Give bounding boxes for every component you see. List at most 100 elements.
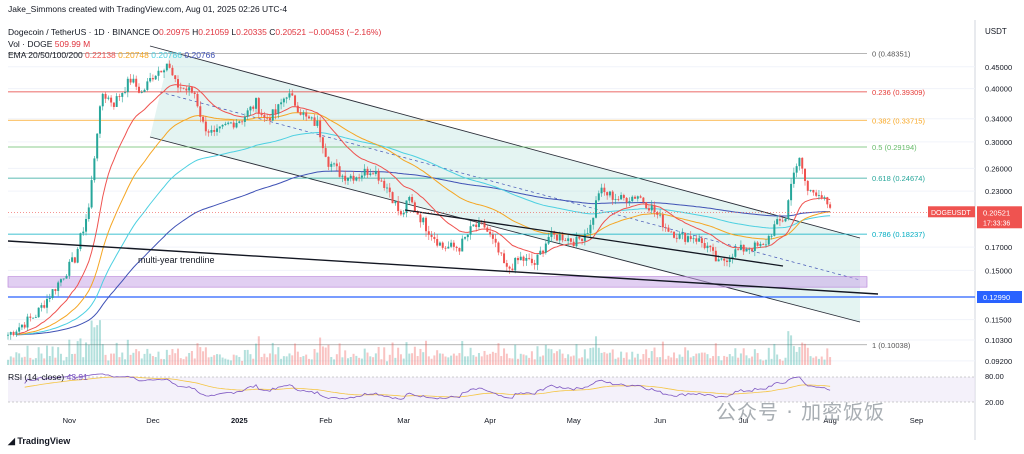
volume-bar <box>661 341 664 365</box>
volume-bar <box>12 357 15 365</box>
candle-body <box>213 130 216 132</box>
ema-line: EMA 20/50/100/200 0.22138 0.20748 0.2078… <box>8 50 215 60</box>
volume-bar <box>804 343 807 365</box>
candle-body <box>366 168 369 175</box>
volume-bar <box>617 357 620 365</box>
candle-body <box>759 243 762 246</box>
candle-body <box>221 124 224 127</box>
candle-body <box>190 87 193 93</box>
candle-body <box>260 113 263 116</box>
candle-body <box>550 231 553 237</box>
candle-body <box>310 117 313 119</box>
volume-bar <box>801 342 804 365</box>
price-tick-label: 0.10300 <box>985 336 1012 345</box>
rsi-line: RSI (14, close) 43.91 <box>8 372 88 382</box>
candle-body <box>90 180 93 208</box>
candle-body <box>82 231 85 234</box>
volume-bar <box>717 356 720 365</box>
candle-body <box>296 105 299 113</box>
candle-body <box>302 112 305 115</box>
candle-body <box>135 78 138 87</box>
volume-bar <box>450 355 453 365</box>
candle-body <box>664 227 667 229</box>
price-axis: 0.45000 0.40000 0.34000 0.30000 0.26000 0.230… <box>8 63 1022 366</box>
volume-bar <box>151 356 154 365</box>
candle-body <box>413 202 416 212</box>
candle-body <box>781 220 784 222</box>
candle-body <box>196 93 199 107</box>
ema20-line <box>16 84 831 335</box>
candle-body <box>491 234 494 239</box>
volume-bar <box>352 353 355 365</box>
ohlc-open: 0.20975 <box>159 27 190 37</box>
volume-bar <box>436 350 439 365</box>
volume-bar <box>764 359 767 365</box>
price-tick-label: 0.17000 <box>985 243 1012 252</box>
volume-bar <box>335 354 338 365</box>
candle-body <box>725 260 728 262</box>
volume-bar <box>285 356 288 365</box>
candle-body <box>661 214 664 228</box>
volume-bar <box>363 348 366 365</box>
candle-body <box>243 116 246 122</box>
volume-bar <box>762 360 765 365</box>
candle-body <box>274 109 277 114</box>
candle-body <box>18 327 21 332</box>
volume-bar <box>739 353 742 365</box>
volume-bar <box>101 344 104 365</box>
volume-bar <box>135 349 138 365</box>
volume-bar <box>87 344 90 365</box>
volume-bar <box>90 320 93 365</box>
volume-bar <box>539 356 542 365</box>
volume-bar <box>288 353 291 365</box>
volume-bar <box>586 358 589 365</box>
ema50-value: 0.20748 <box>118 50 149 60</box>
volume-bar <box>176 348 179 365</box>
volume-bar <box>257 336 260 365</box>
candle-body <box>767 235 770 245</box>
volume-bar <box>458 353 461 365</box>
volume-bar <box>569 356 572 365</box>
candle-body <box>511 268 514 271</box>
candle-body <box>608 191 611 196</box>
volume-bar <box>57 347 60 365</box>
symbol-tag <box>928 206 975 218</box>
candle-body <box>185 88 188 91</box>
volume-bar <box>631 351 634 365</box>
volume-bar <box>555 351 558 365</box>
candle-body <box>79 233 82 249</box>
volume-bar <box>360 358 363 365</box>
volume-bar <box>143 353 146 365</box>
ohlc-close-label: C <box>269 27 276 37</box>
volume-bar <box>85 342 88 365</box>
volume-bar <box>628 359 631 365</box>
volume-bar <box>706 354 709 365</box>
volume-bar <box>394 357 397 365</box>
volume-bar <box>497 343 500 365</box>
volume-bar <box>438 353 441 365</box>
volume-bar <box>137 351 140 365</box>
volume-bar <box>589 347 592 365</box>
volume-line: Vol · DOGE 509.99 M <box>8 39 90 49</box>
candle-body <box>564 240 567 242</box>
candle-body <box>62 278 65 280</box>
volume-bar <box>455 355 458 365</box>
ohlc-high-label: H <box>192 27 199 37</box>
rsi-tick-80: 80.00 <box>985 372 1004 381</box>
price-tick-label: 0.26000 <box>985 164 1012 173</box>
candle-body <box>455 246 458 249</box>
volume-bar <box>773 343 776 365</box>
volume-bar <box>369 356 372 365</box>
volume-bar <box>413 346 416 365</box>
candle-body <box>625 197 628 203</box>
volume-bar <box>96 325 99 365</box>
candle-body <box>522 256 525 261</box>
ema20-value: 0.22138 <box>85 50 116 60</box>
tradingview-logo: ◢ TradingView <box>8 436 71 446</box>
candle-body <box>146 81 149 90</box>
candle-body <box>257 98 260 114</box>
candle-body <box>469 226 472 235</box>
time-tick-label: 2025 <box>231 416 248 425</box>
volume-bar <box>54 357 57 365</box>
volume-bar <box>600 352 603 365</box>
